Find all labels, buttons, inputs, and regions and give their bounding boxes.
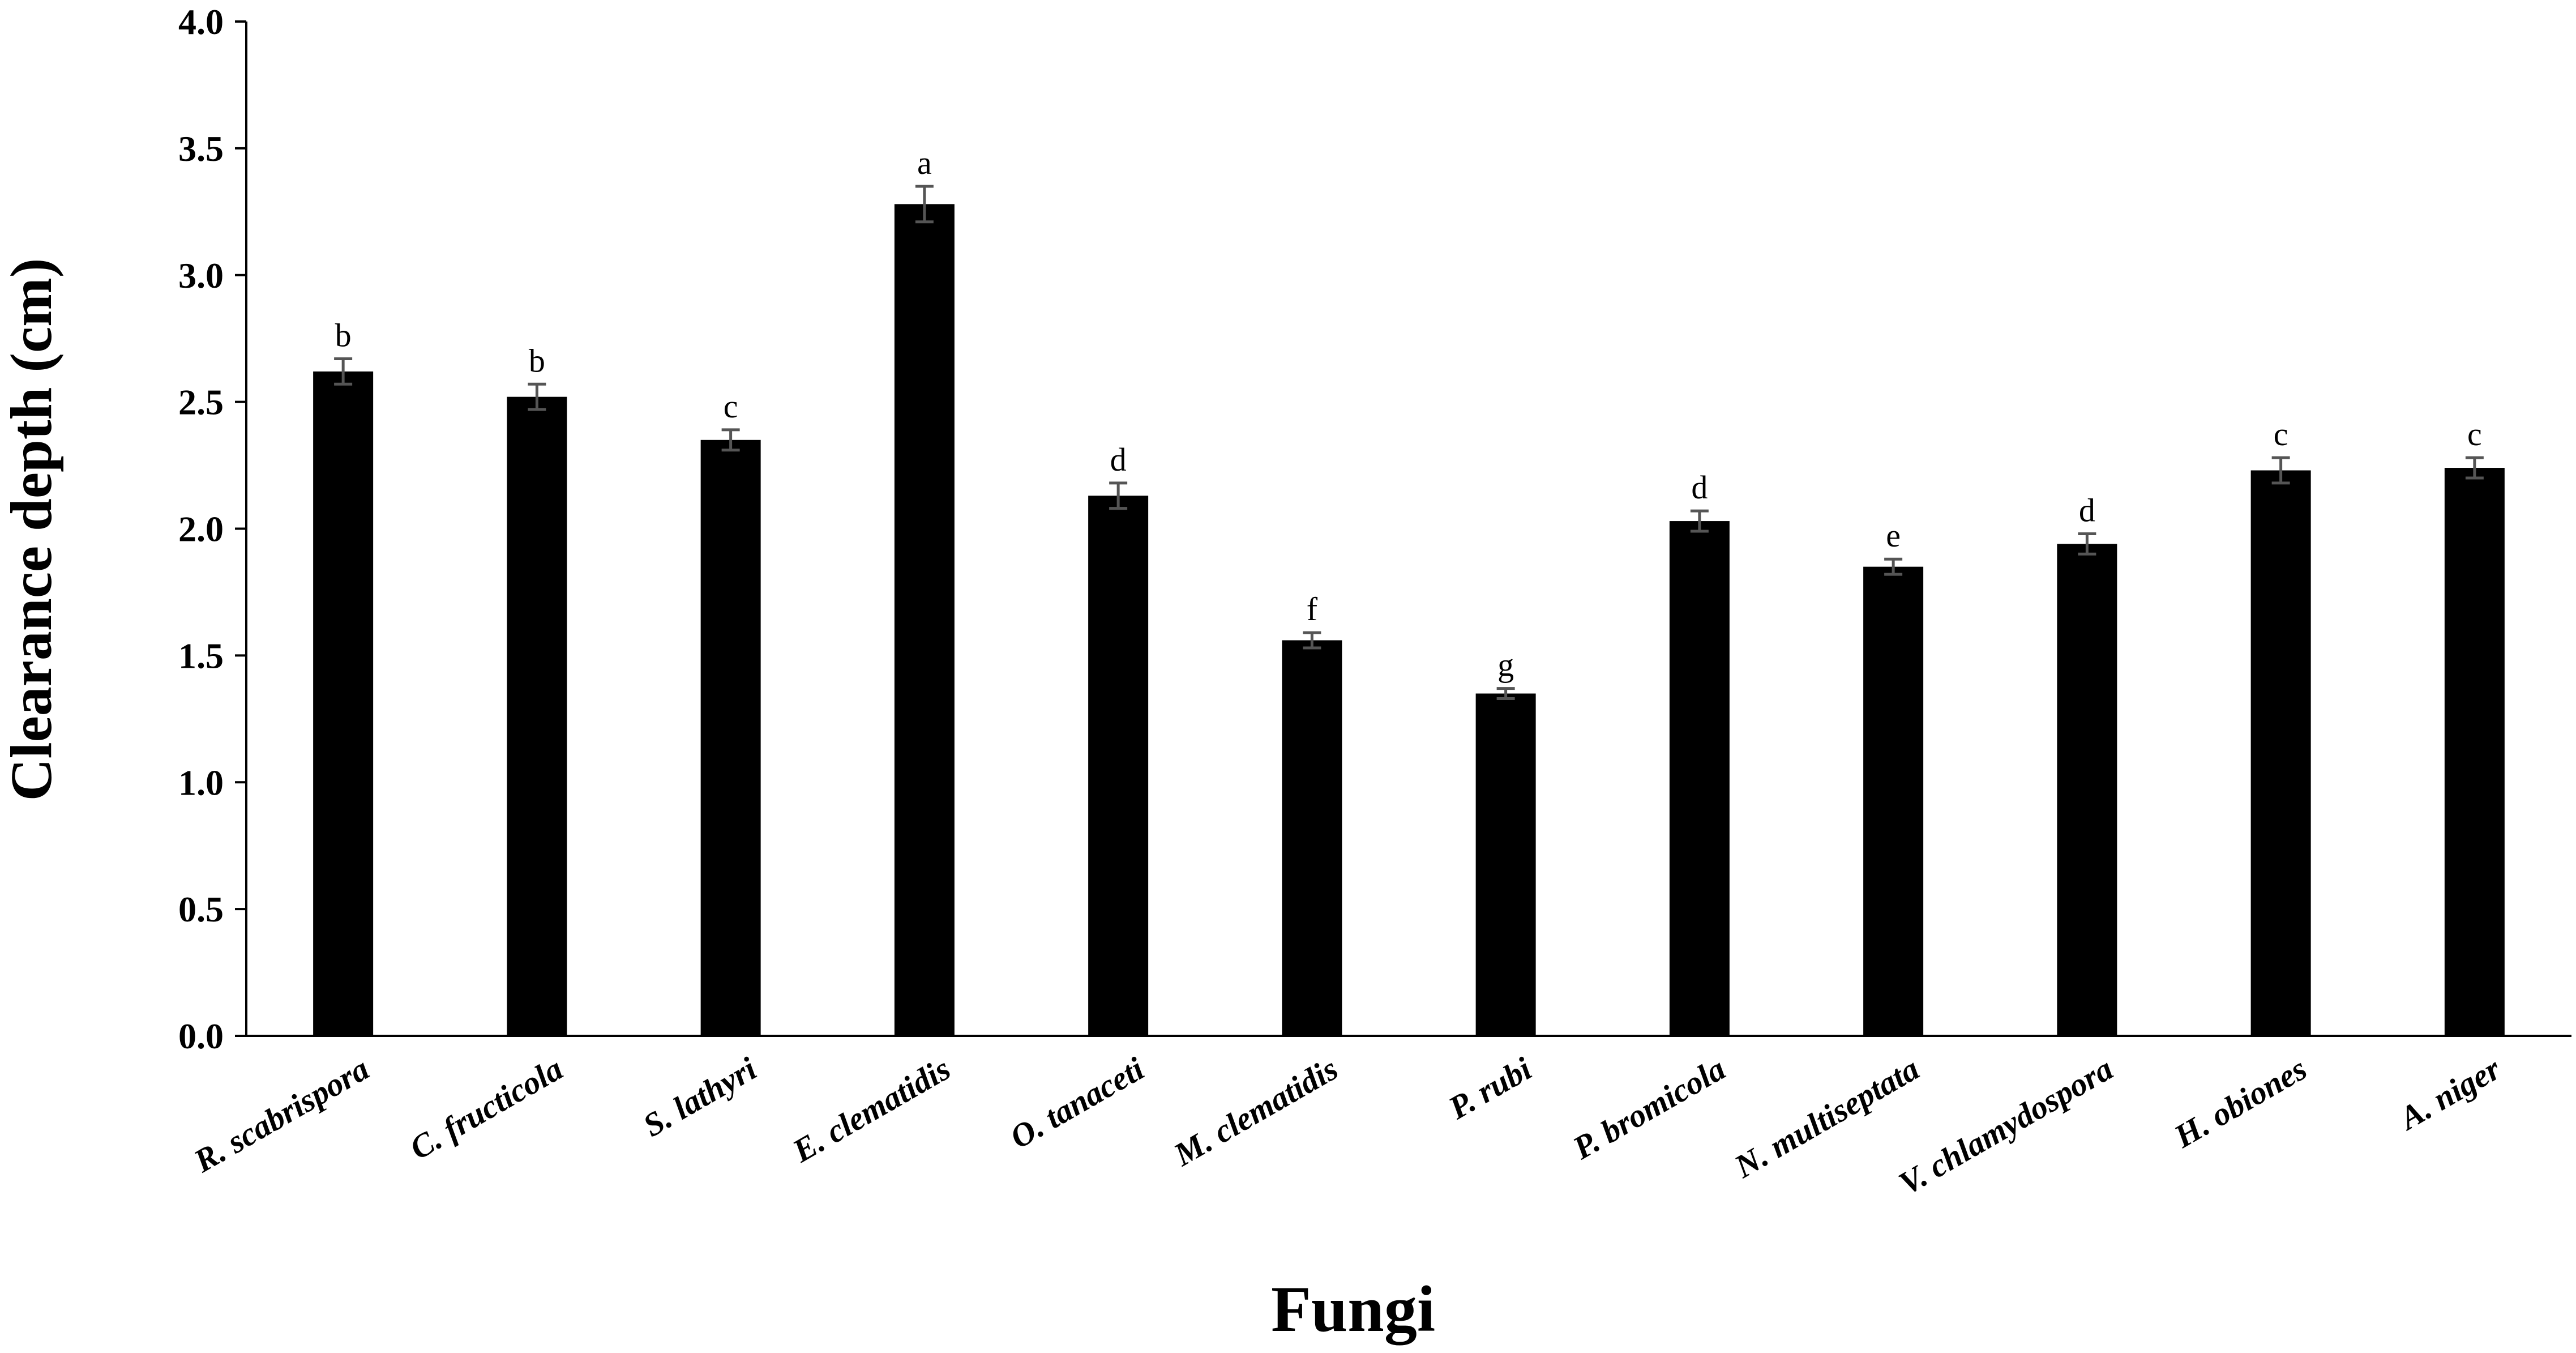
x-tick-label: M. clematidis — [1167, 1050, 1343, 1173]
bar — [894, 204, 955, 1036]
x-tick-label: A. niger — [2392, 1050, 2507, 1138]
bar — [700, 439, 761, 1036]
significance-letter: c — [724, 388, 738, 425]
y-tick-label: 1.0 — [178, 762, 224, 803]
x-axis-title: Fungi — [1271, 1273, 1435, 1346]
x-tick-label: R. scabrispora — [187, 1050, 375, 1180]
y-tick-label: 1.5 — [178, 635, 224, 676]
bar — [2444, 468, 2505, 1036]
y-tick-label: 4.0 — [178, 2, 224, 42]
y-tick-label: 3.0 — [178, 255, 224, 296]
significance-letter: e — [1886, 517, 1901, 554]
significance-letter: c — [2274, 416, 2288, 453]
significance-letter: f — [1307, 591, 1318, 628]
bar — [1282, 640, 1342, 1036]
bar — [1669, 521, 1730, 1036]
y-axis-title: Clearance depth (cm) — [0, 258, 64, 801]
bar — [313, 371, 374, 1036]
significance-letter: b — [335, 317, 352, 354]
x-tick-label: N. multiseptata — [1728, 1050, 1925, 1185]
x-tick-label: O. tanaceti — [1004, 1050, 1150, 1156]
y-tick-label: 3.5 — [178, 129, 224, 169]
x-tick-label: P. rubi — [1442, 1050, 1538, 1126]
y-tick-label: 2.5 — [178, 382, 224, 422]
significance-letter: g — [1497, 647, 1514, 684]
significance-letter: d — [1110, 441, 1127, 478]
bar — [507, 396, 567, 1036]
x-tick-label: V. chlamydospora — [1893, 1050, 2119, 1202]
x-tick-label: P. bromicola — [1566, 1050, 1731, 1167]
significance-letter: d — [1691, 469, 1708, 506]
bar — [2250, 470, 2311, 1036]
x-tick-label: S. lathyri — [637, 1050, 763, 1144]
bar — [1475, 693, 1536, 1036]
y-tick-label: 0.0 — [178, 1016, 224, 1056]
significance-letter: b — [529, 342, 545, 379]
x-tick-label: H. obiones — [2167, 1050, 2313, 1155]
significance-letter: a — [917, 144, 932, 181]
significance-letter: d — [2079, 492, 2095, 528]
y-tick-label: 2.0 — [178, 509, 224, 549]
x-tick-label: C. fructicola — [404, 1050, 569, 1167]
bar — [1863, 566, 1924, 1036]
significance-letter: c — [2467, 416, 2482, 453]
x-tick-label: E. clematidis — [786, 1050, 956, 1170]
y-tick-label: 0.5 — [178, 889, 224, 929]
bar — [1088, 496, 1149, 1036]
bar — [2057, 544, 2117, 1036]
